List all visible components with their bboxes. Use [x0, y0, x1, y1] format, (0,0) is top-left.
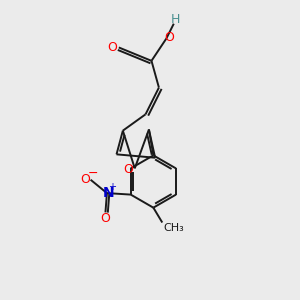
Text: O: O — [80, 173, 90, 186]
Text: O: O — [164, 31, 174, 44]
Text: O: O — [100, 212, 110, 226]
Text: −: − — [88, 167, 98, 180]
Text: O: O — [123, 163, 133, 176]
Text: +: + — [108, 182, 116, 192]
Text: N: N — [103, 186, 114, 200]
Text: O: O — [107, 41, 117, 54]
Text: H: H — [171, 13, 180, 26]
Text: CH₃: CH₃ — [164, 223, 184, 233]
